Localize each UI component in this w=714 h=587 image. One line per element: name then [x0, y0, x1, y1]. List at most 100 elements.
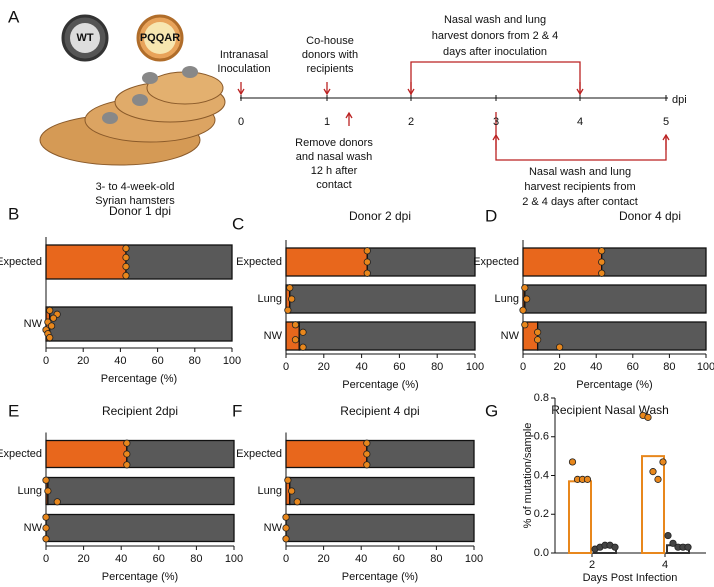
- bar-segment: [289, 284, 476, 314]
- bar-segment: [126, 439, 235, 469]
- y-tick-label: Expected: [236, 256, 282, 268]
- virus-icons: [61, 14, 184, 62]
- x-tick-label: 40: [114, 355, 126, 367]
- x-tick-label: 2: [589, 559, 595, 571]
- data-point: [669, 539, 677, 547]
- data-point: [49, 314, 58, 322]
- data-point: [53, 498, 61, 506]
- data-point: [521, 284, 529, 292]
- data-point: [122, 253, 130, 262]
- x-axis-label: Percentage (%): [102, 571, 178, 583]
- panel-letter: G: [485, 401, 498, 420]
- data-point: [644, 413, 652, 421]
- data-point: [363, 461, 371, 469]
- panel-letter: D: [485, 206, 497, 225]
- chart-title: Donor 2 dpi: [349, 209, 411, 223]
- x-tick-label: 0: [43, 553, 49, 565]
- data-point: [291, 336, 300, 344]
- y-tick-label: Expected: [236, 448, 282, 460]
- data-point: [649, 468, 657, 476]
- x-tick-label: 80: [190, 553, 202, 565]
- arrow-head: [237, 88, 245, 96]
- y-tick-label: Expected: [0, 256, 42, 268]
- data-point: [664, 531, 672, 540]
- timeline-label: 1: [324, 116, 330, 128]
- timeline-label: 0: [238, 116, 244, 128]
- y-tick-label: 0.8: [534, 392, 549, 404]
- note: harvest recipients from: [524, 181, 635, 193]
- note: days after inoculation: [443, 46, 547, 58]
- data-point: [519, 306, 527, 314]
- data-point: [122, 262, 130, 271]
- data-point: [598, 258, 606, 266]
- arrow-head: [345, 111, 353, 119]
- data-point: [363, 269, 371, 277]
- y-tick-label: NW: [24, 318, 43, 330]
- y-tick-label: NW: [501, 330, 520, 342]
- data-point: [122, 271, 130, 280]
- chart-title: Recipient 4 dpi: [340, 404, 419, 418]
- bar-segment: [522, 247, 603, 277]
- data-point: [684, 543, 692, 551]
- bar: [641, 455, 665, 554]
- data-point: [363, 247, 371, 255]
- data-point: [299, 343, 307, 351]
- note: contact: [316, 179, 351, 191]
- bar-segment: [45, 244, 127, 280]
- chart-title: Recipient Nasal Wash: [551, 403, 669, 417]
- data-point: [46, 333, 54, 342]
- note: Remove donors: [295, 137, 373, 149]
- bar-segment: [285, 247, 368, 277]
- data-point: [288, 487, 296, 495]
- y-tick-label: 0.4: [534, 469, 549, 481]
- x-tick-label: 0: [520, 361, 526, 373]
- x-tick-label: 20: [77, 355, 89, 367]
- bar-segment: [47, 476, 235, 506]
- note: Syrian hamsters: [95, 195, 175, 207]
- x-tick-label: 100: [465, 553, 483, 565]
- data-point: [568, 458, 577, 466]
- data-point: [123, 439, 131, 447]
- arrow-head: [662, 133, 670, 141]
- y-tick-label: 0.0: [534, 547, 549, 559]
- x-tick-label: 80: [431, 361, 443, 373]
- y-tick-label: Expected: [0, 448, 42, 460]
- arrow-head: [407, 88, 415, 96]
- x-tick-label: 4: [662, 559, 668, 571]
- data-point: [598, 247, 606, 255]
- data-point: [523, 295, 531, 303]
- timeline-unit: dpi: [672, 94, 687, 106]
- data-point: [555, 343, 564, 351]
- x-tick-label: 80: [663, 361, 675, 373]
- bar-segment: [125, 244, 233, 280]
- data-point: [123, 461, 131, 469]
- timeline-label: 5: [663, 116, 669, 128]
- note: and nasal wash: [296, 151, 372, 163]
- y-tick-label: Lung: [258, 293, 282, 305]
- bar-segment: [536, 321, 707, 351]
- data-point: [659, 458, 667, 466]
- x-tick-label: 20: [317, 553, 329, 565]
- bar-segment: [289, 476, 475, 506]
- data-point: [363, 450, 371, 458]
- chart-title: Donor 1 dpi: [109, 204, 171, 218]
- data-point: [521, 321, 529, 329]
- panel-letter: A: [8, 7, 20, 26]
- y-tick-label: 0.6: [534, 431, 549, 443]
- virus-label: PQQAR: [140, 32, 180, 44]
- data-point: [284, 306, 292, 314]
- bar-segment: [285, 513, 475, 543]
- hamsters: [39, 66, 226, 166]
- x-tick-label: 0: [43, 355, 49, 367]
- timeline-label: 2: [408, 116, 414, 128]
- data-point: [42, 476, 50, 484]
- bar-segment: [366, 247, 476, 277]
- x-tick-label: 0: [283, 361, 289, 373]
- data-point: [363, 258, 371, 266]
- note: Intranasal: [220, 49, 268, 61]
- data-point: [46, 306, 54, 314]
- x-tick-label: 60: [627, 361, 639, 373]
- data-point: [42, 535, 50, 543]
- note: Co-house: [306, 35, 354, 47]
- x-tick-label: 40: [355, 553, 367, 565]
